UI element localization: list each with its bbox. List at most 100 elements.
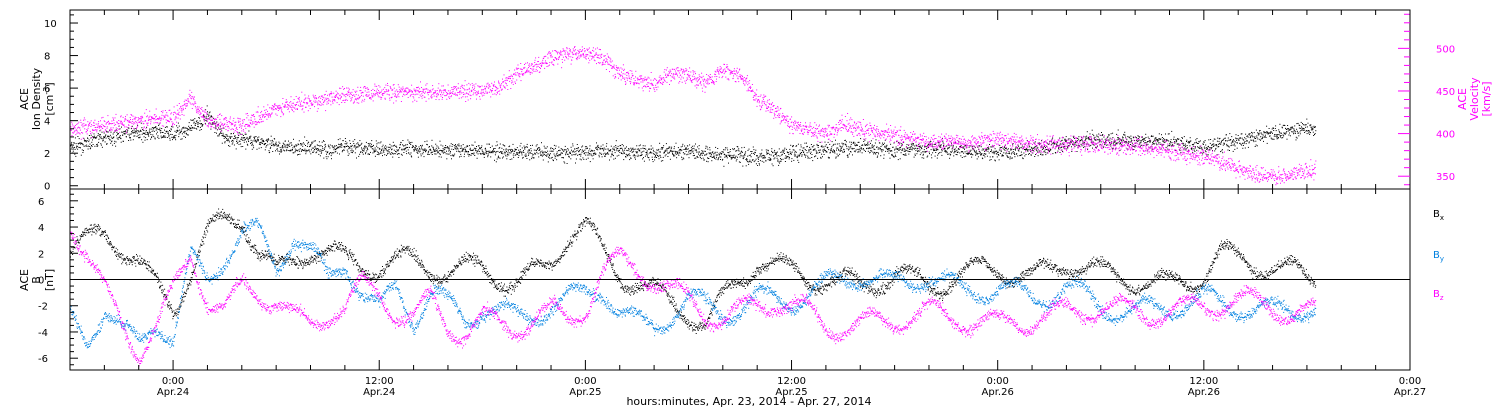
velocity-point bbox=[81, 132, 83, 133]
velocity-point bbox=[251, 122, 253, 124]
ion-density-point bbox=[513, 152, 515, 154]
ion-density-point bbox=[1118, 137, 1119, 139]
velocity-point bbox=[348, 88, 350, 90]
ion-density-point bbox=[381, 152, 383, 154]
ion-density-point bbox=[1235, 134, 1237, 136]
ion-density-point bbox=[749, 161, 751, 163]
ion-density-point bbox=[675, 153, 677, 155]
ion-density-point bbox=[106, 131, 108, 133]
ion-density-point bbox=[1305, 130, 1307, 132]
velocity-point bbox=[178, 114, 180, 116]
ion-density-point bbox=[949, 145, 951, 147]
ion-density-point bbox=[1221, 140, 1223, 141]
ion-density-point bbox=[320, 149, 322, 151]
velocity-point bbox=[281, 112, 283, 114]
ion-density-point bbox=[271, 144, 273, 146]
ion-density-point bbox=[266, 138, 268, 140]
ion-density-point bbox=[369, 142, 371, 144]
ion-density-point bbox=[879, 142, 881, 144]
ion-density-point bbox=[979, 145, 981, 147]
ion-density-point bbox=[296, 149, 298, 151]
velocity-point bbox=[173, 114, 174, 116]
velocity-point bbox=[326, 98, 327, 100]
ion-density-point bbox=[173, 135, 175, 137]
ion-density-point bbox=[691, 145, 693, 147]
ion-density-point bbox=[181, 138, 183, 140]
ion-density-point bbox=[617, 145, 619, 147]
velocity-point bbox=[316, 98, 318, 100]
velocity-point bbox=[348, 92, 349, 94]
ion-density-point bbox=[288, 144, 290, 146]
ion-density-point bbox=[1027, 149, 1029, 151]
ion-density-point bbox=[119, 136, 121, 138]
ion-density-point bbox=[903, 150, 905, 152]
ion-density-point bbox=[620, 145, 622, 146]
ion-density-point bbox=[779, 155, 781, 157]
velocity-point bbox=[108, 123, 110, 125]
ion-density-point bbox=[523, 150, 524, 152]
ion-density-point bbox=[1254, 146, 1256, 147]
velocity-point bbox=[205, 123, 207, 125]
ion-density-point bbox=[222, 135, 224, 137]
velocity-point bbox=[368, 91, 370, 93]
ion-density-point bbox=[704, 150, 706, 152]
ion-density-point bbox=[134, 128, 136, 129]
ion-density-point bbox=[769, 157, 771, 159]
ion-density-point bbox=[741, 155, 743, 157]
ion-density-point bbox=[358, 145, 360, 147]
velocity-point bbox=[298, 98, 300, 100]
velocity-point bbox=[254, 116, 255, 118]
ion-density-point bbox=[507, 150, 509, 152]
ion-density-point bbox=[1034, 156, 1036, 157]
ion-density-point bbox=[275, 144, 277, 146]
ion-density-point bbox=[636, 145, 638, 147]
ion-density-point bbox=[414, 147, 416, 149]
ion-density-point bbox=[629, 159, 631, 161]
ion-density-point bbox=[439, 154, 441, 156]
ion-density-point bbox=[105, 130, 107, 132]
ion-density-point bbox=[472, 153, 473, 155]
ion-density-point bbox=[540, 154, 541, 156]
ion-density-point bbox=[498, 157, 500, 159]
ion-density-point bbox=[953, 152, 955, 154]
ion-density-point bbox=[1127, 136, 1129, 138]
ion-density-point bbox=[220, 131, 221, 133]
ion-density-point bbox=[109, 139, 111, 141]
ion-density-point bbox=[740, 154, 742, 156]
velocity-point bbox=[122, 122, 123, 124]
ion-density-point bbox=[337, 147, 339, 149]
ion-density-point bbox=[1024, 149, 1025, 150]
velocity-point bbox=[221, 123, 223, 125]
ion-density-point bbox=[344, 138, 346, 139]
ion-density-point bbox=[587, 147, 588, 149]
ion-density-point bbox=[435, 147, 437, 149]
ion-density-point bbox=[707, 161, 709, 163]
ion-density-point bbox=[383, 151, 385, 153]
velocity-point bbox=[219, 118, 221, 120]
ion-density-point bbox=[727, 152, 729, 153]
ion-density-point bbox=[490, 156, 492, 158]
ion-density-point bbox=[388, 149, 390, 150]
ion-density-point bbox=[150, 138, 152, 140]
ion-density-point bbox=[75, 143, 77, 145]
ion-density-point bbox=[541, 155, 543, 157]
velocity-point bbox=[245, 113, 247, 115]
ion-density-point bbox=[1283, 124, 1285, 126]
velocity-point bbox=[100, 126, 102, 128]
ion-density-point bbox=[901, 143, 903, 145]
ion-density-point bbox=[824, 141, 826, 143]
ion-density-point bbox=[497, 150, 499, 152]
ion-density-point bbox=[1094, 139, 1096, 141]
ion-density-point bbox=[921, 145, 923, 147]
ion-density-point bbox=[908, 144, 909, 146]
ion-density-point bbox=[887, 149, 889, 151]
ion-density-point bbox=[188, 125, 190, 127]
ion-density-point bbox=[682, 152, 684, 154]
ion-density-point bbox=[436, 150, 438, 152]
velocity-point bbox=[106, 131, 108, 133]
ion-density-point bbox=[708, 152, 710, 154]
ion-density-point bbox=[261, 138, 263, 140]
ion-density-point bbox=[399, 147, 401, 148]
ion-density-point bbox=[998, 149, 1000, 151]
velocity-point bbox=[110, 129, 112, 131]
